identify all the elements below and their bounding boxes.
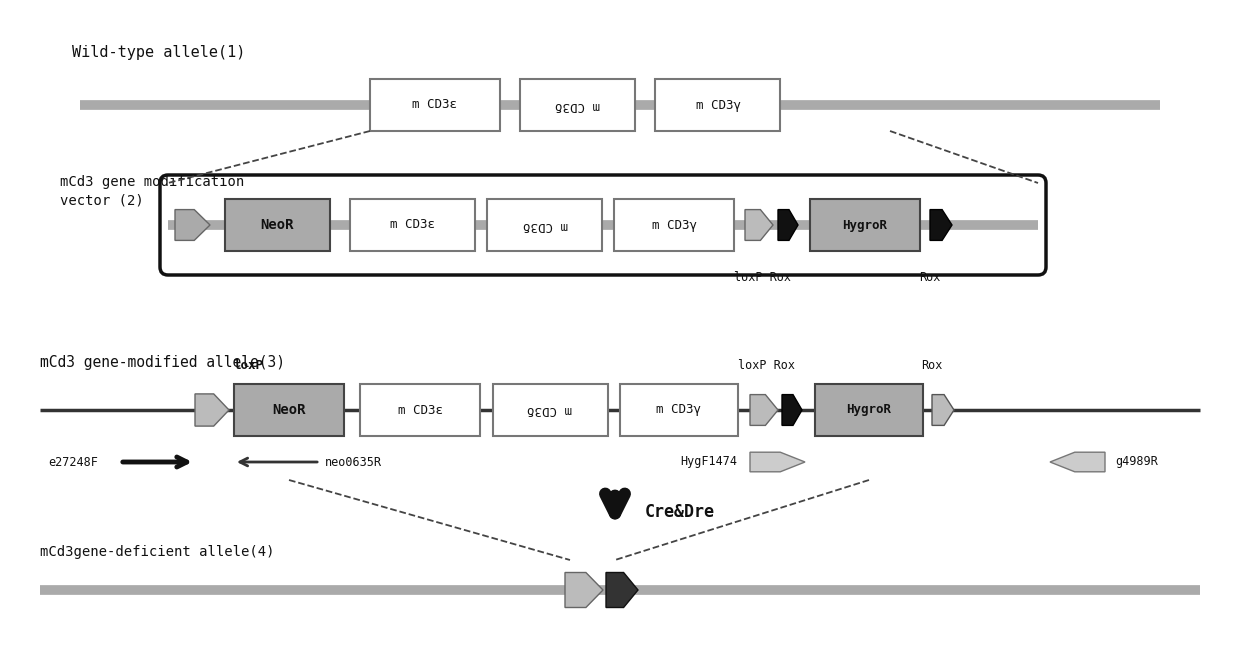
Text: NeoR: NeoR [273, 403, 306, 417]
Text: mCd3gene-deficient allele(4): mCd3gene-deficient allele(4) [40, 545, 274, 559]
Polygon shape [606, 572, 639, 608]
Bar [620, 384, 738, 436]
Bar [234, 384, 343, 436]
Polygon shape [565, 572, 603, 608]
Polygon shape [750, 452, 805, 472]
Text: Rox: Rox [919, 271, 941, 284]
Text: e27248F: e27248F [48, 456, 98, 468]
Text: vector (2): vector (2) [60, 193, 144, 207]
Bar [494, 384, 608, 436]
Text: m CD3δ: m CD3δ [554, 98, 599, 111]
Bar [360, 384, 480, 436]
Bar [370, 79, 500, 131]
Polygon shape [175, 210, 210, 241]
Text: HygF1474: HygF1474 [680, 456, 737, 468]
Text: NeoR: NeoR [260, 218, 294, 232]
Polygon shape [745, 210, 773, 241]
Text: g4989R: g4989R [1115, 456, 1158, 468]
Bar [655, 79, 780, 131]
Polygon shape [1050, 452, 1105, 472]
Polygon shape [930, 210, 952, 241]
Text: m CD3δ: m CD3δ [522, 218, 568, 232]
Text: neo0635R: neo0635R [325, 456, 382, 468]
Bar [520, 79, 635, 131]
Text: m CD3γ: m CD3γ [696, 98, 740, 111]
FancyBboxPatch shape [160, 175, 1047, 275]
Bar [815, 384, 923, 436]
Bar [224, 199, 330, 251]
Text: loxP: loxP [233, 359, 263, 372]
Polygon shape [932, 395, 954, 425]
Text: Wild-type allele(1): Wild-type allele(1) [72, 45, 246, 60]
Text: HygroR: HygroR [847, 403, 892, 417]
Text: mCd3 gene modification: mCd3 gene modification [60, 175, 244, 189]
Text: Cre&Dre: Cre&Dre [645, 503, 715, 521]
Polygon shape [782, 395, 802, 425]
Text: m CD3ε: m CD3ε [398, 403, 443, 417]
Polygon shape [750, 395, 777, 425]
Polygon shape [195, 394, 229, 426]
Bar [487, 199, 601, 251]
Text: m CD3γ: m CD3γ [656, 403, 702, 417]
Bar [350, 199, 475, 251]
Text: mCd3 gene-modified allele(3): mCd3 gene-modified allele(3) [40, 355, 285, 370]
Text: Rox: Rox [921, 359, 942, 372]
Text: m CD3δ: m CD3δ [527, 403, 573, 417]
Text: loxP Rox: loxP Rox [738, 359, 795, 372]
Bar [614, 199, 734, 251]
Text: m CD3ε: m CD3ε [389, 218, 434, 232]
Text: m CD3γ: m CD3γ [651, 218, 697, 232]
Polygon shape [777, 210, 799, 241]
Text: loxP Rox: loxP Rox [734, 271, 791, 284]
Text: HygroR: HygroR [842, 218, 888, 232]
Bar [810, 199, 920, 251]
Text: m CD3ε: m CD3ε [413, 98, 458, 111]
